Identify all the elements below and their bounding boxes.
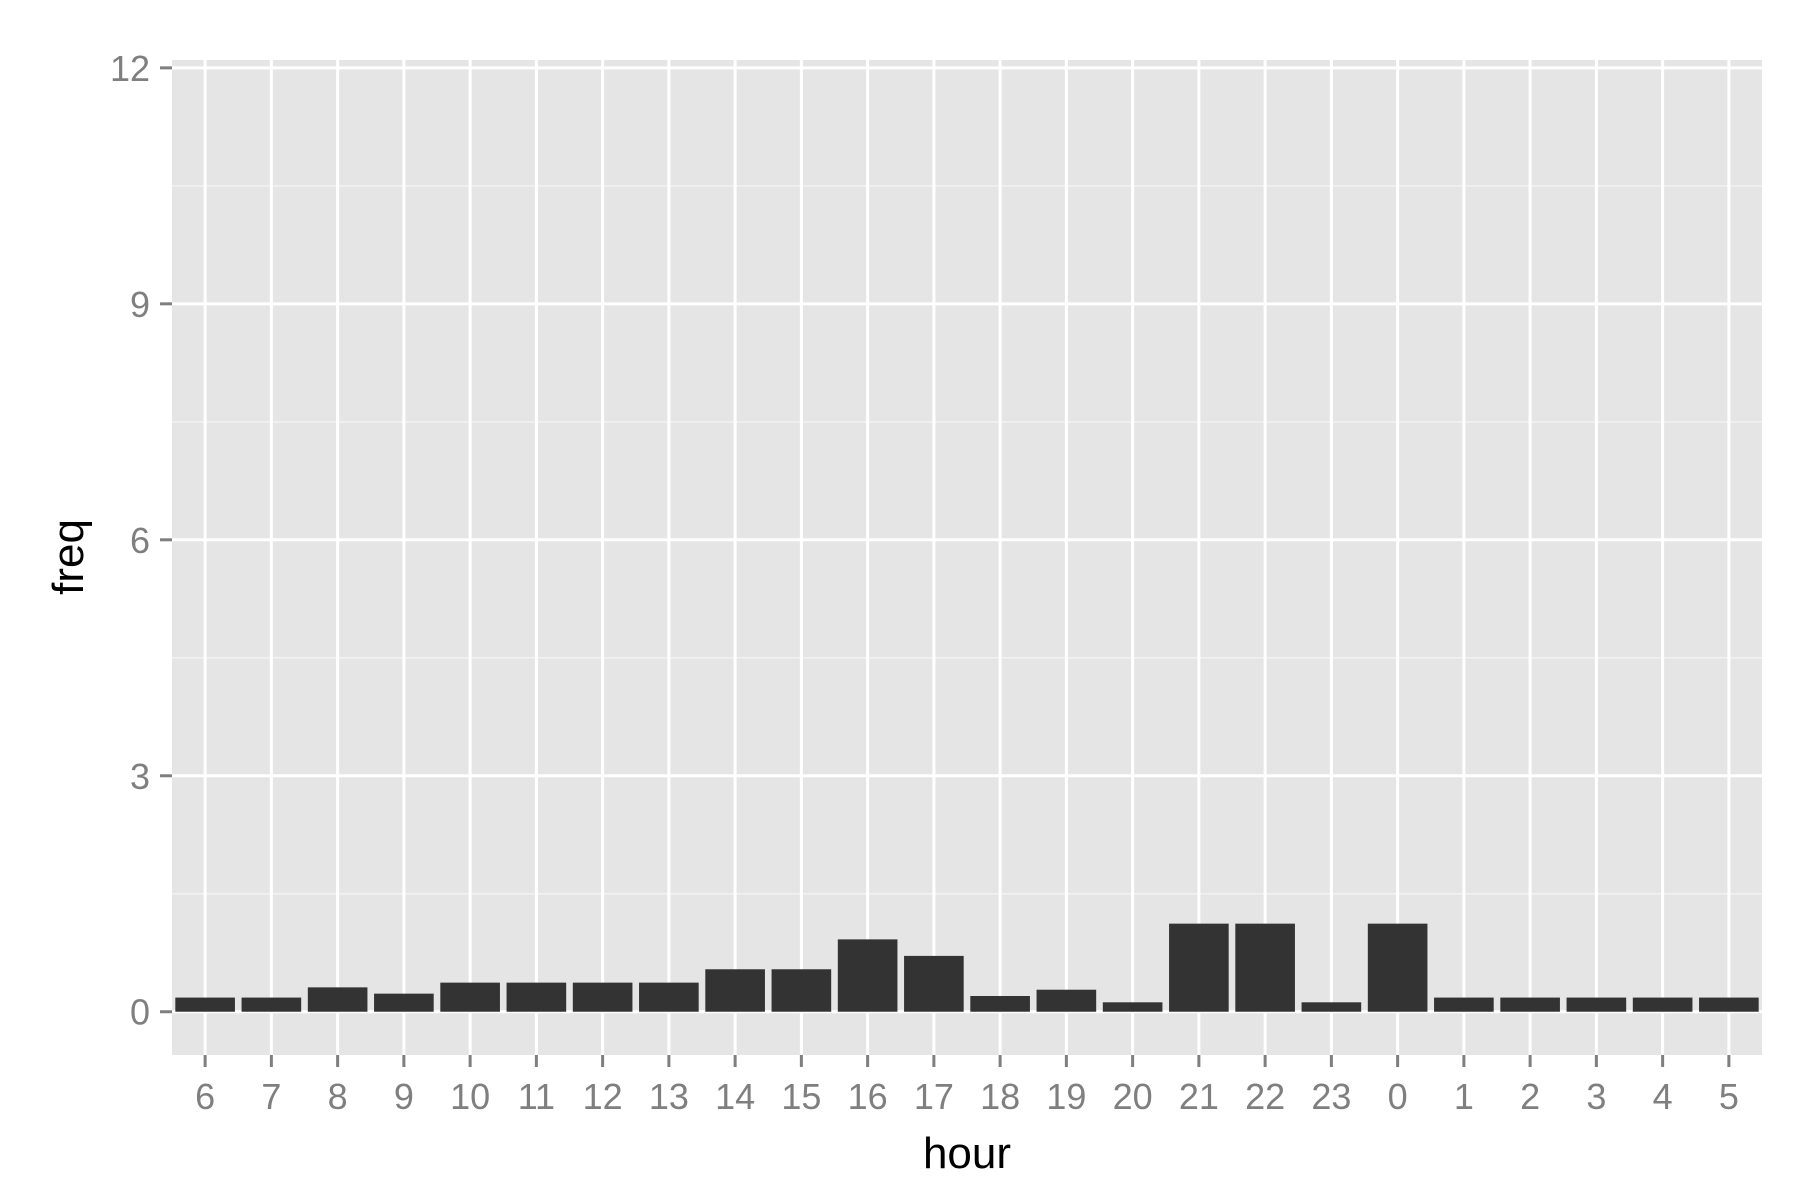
y-axis: 0 3 6 9 12 <box>110 48 172 1033</box>
x-tick-label: 4 <box>1653 1076 1673 1117</box>
major-gridlines <box>172 60 1762 1055</box>
bar-19 <box>1036 989 1097 1012</box>
bar-9 <box>374 993 434 1012</box>
bar-18 <box>970 996 1030 1012</box>
x-tick-label: 3 <box>1586 1076 1606 1117</box>
y-axis-title: freq <box>44 519 93 595</box>
minor-gridlines <box>172 185 1762 895</box>
bar-10 <box>440 982 500 1012</box>
x-tick-label: 19 <box>1046 1076 1086 1117</box>
x-tick-label: 18 <box>980 1076 1020 1117</box>
bar-22 <box>1235 923 1295 1012</box>
bar-11 <box>506 982 567 1012</box>
bar-2 <box>1500 997 1560 1012</box>
x-tick-label: 14 <box>715 1076 755 1117</box>
bar-5 <box>1699 997 1759 1012</box>
bar-7 <box>241 997 302 1012</box>
bar-23 <box>1301 1002 1362 1012</box>
y-tick-label: 12 <box>110 48 150 89</box>
x-tick-label: 17 <box>914 1076 954 1117</box>
bar-6 <box>175 997 235 1012</box>
x-tick-label: 8 <box>328 1076 348 1117</box>
bar-14 <box>705 969 765 1012</box>
bar-17 <box>904 955 964 1012</box>
x-tick-label: 12 <box>583 1076 623 1117</box>
x-axis-title: hour <box>923 1129 1011 1178</box>
x-tick-label: 6 <box>195 1076 215 1117</box>
x-tick-label: 22 <box>1245 1076 1285 1117</box>
x-tick-label: 5 <box>1719 1076 1739 1117</box>
bar-20 <box>1102 1002 1163 1012</box>
bar-21 <box>1169 923 1229 1012</box>
bar-8 <box>307 987 368 1012</box>
bar-0 <box>1367 923 1428 1012</box>
x-tick-label: 2 <box>1520 1076 1540 1117</box>
x-tick-label: 13 <box>649 1076 689 1117</box>
x-tick-label: 21 <box>1179 1076 1219 1117</box>
plot-panel <box>172 60 1762 1055</box>
x-tick-label: 16 <box>848 1076 888 1117</box>
x-tick-label: 1 <box>1454 1076 1474 1117</box>
x-tick-label: 20 <box>1113 1076 1153 1117</box>
x-tick-label: 11 <box>518 1076 555 1117</box>
y-tick-label: 3 <box>130 756 150 797</box>
y-tick-label: 9 <box>130 284 150 325</box>
bar-4 <box>1632 997 1693 1012</box>
bar-12 <box>572 982 633 1012</box>
x-tick-label: 23 <box>1311 1076 1351 1117</box>
x-tick-label: 9 <box>394 1076 414 1117</box>
x-axis: 6 7 8 9 10 11 12 13 14 15 16 17 18 19 20 21 22 23 0 1 2 3 4 5 <box>195 1055 1739 1117</box>
x-tick-label: 0 <box>1388 1076 1408 1117</box>
x-tick-label: 7 <box>261 1076 281 1117</box>
bar-13 <box>639 982 699 1012</box>
bar-3 <box>1566 997 1627 1012</box>
bars <box>175 923 1759 1012</box>
x-tick-label: 15 <box>781 1076 821 1117</box>
bar-16 <box>837 939 898 1012</box>
bar-15 <box>771 969 832 1012</box>
bar-1 <box>1434 997 1494 1012</box>
y-tick-label: 6 <box>130 520 150 561</box>
x-tick-label: 10 <box>450 1076 490 1117</box>
y-tick-label: 0 <box>130 992 150 1033</box>
